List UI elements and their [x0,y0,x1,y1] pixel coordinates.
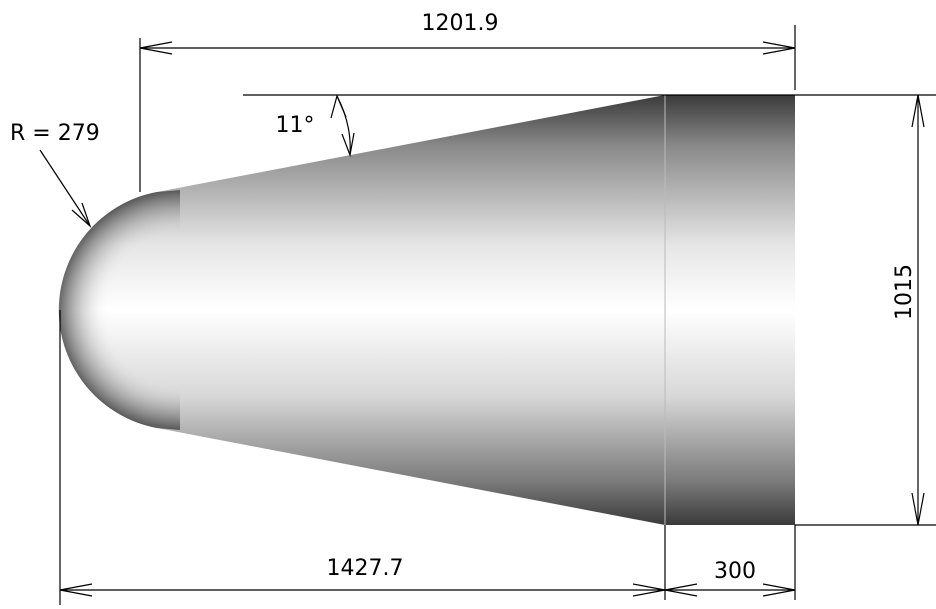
dim-label: 300 [714,559,756,584]
angle-label: 11° [276,113,315,138]
nose-tip-shading [59,190,180,430]
dim-label: 1427.7 [327,556,404,581]
dim-label: 1015 [892,264,917,320]
radius-label: R = 279 [10,121,100,146]
drawing: 1201.9 11° R = 279 1015 1427.7 300 [0,0,936,609]
radius-leader [40,150,90,226]
dim-label: 1201.9 [422,11,499,36]
